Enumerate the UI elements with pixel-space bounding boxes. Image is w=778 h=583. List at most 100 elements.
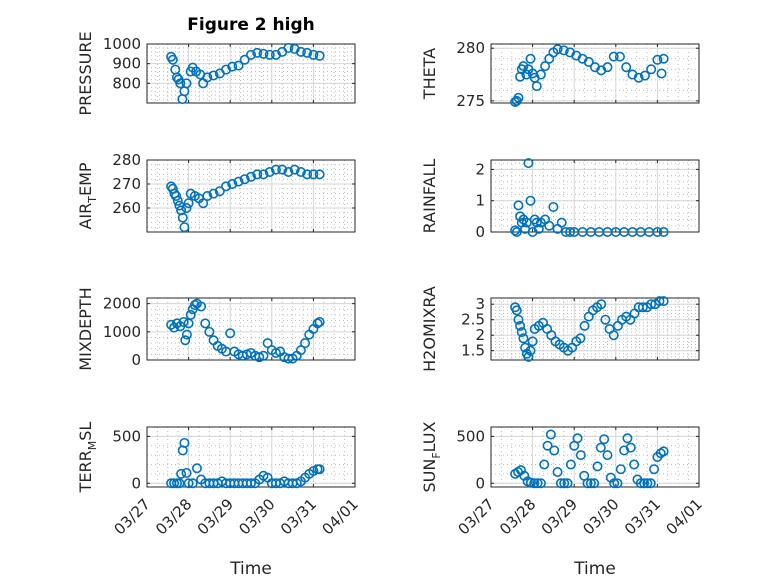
data-point — [176, 468, 187, 479]
data-point — [518, 61, 529, 72]
data-point — [637, 302, 648, 313]
data-point — [565, 227, 576, 238]
data-point — [572, 433, 583, 444]
data-point — [633, 72, 644, 83]
data-point — [314, 464, 325, 475]
data-point — [535, 478, 546, 489]
data-point — [289, 164, 300, 175]
data-point — [531, 81, 542, 92]
data-point — [227, 179, 238, 190]
data-point — [295, 167, 306, 178]
data-point — [252, 47, 263, 58]
x-tick-label: 03/27 — [455, 495, 498, 538]
data-point — [527, 336, 538, 347]
data-point — [200, 318, 211, 329]
x-tick-label: 03/28 — [152, 495, 195, 538]
data-point — [652, 54, 663, 65]
axes-box — [146, 297, 356, 361]
x-tick-label: 03/29 — [538, 495, 581, 538]
data-point — [246, 478, 257, 489]
data-point — [202, 72, 213, 83]
data-point — [556, 217, 567, 228]
data-point — [227, 61, 238, 72]
data-point — [645, 478, 656, 489]
data-point — [183, 478, 194, 489]
data-point — [589, 478, 600, 489]
data-point — [585, 478, 596, 489]
data-point — [649, 464, 660, 475]
data-point — [262, 338, 273, 349]
data-point — [656, 68, 667, 79]
y-tick-label: 270 — [112, 175, 141, 193]
data-point — [612, 478, 623, 489]
data-point — [521, 69, 532, 80]
data-point — [513, 92, 524, 103]
x-tick-label: 03/30 — [579, 495, 622, 538]
data-point — [575, 333, 586, 344]
data-point — [639, 478, 650, 489]
data-point — [559, 478, 570, 489]
data-point — [300, 338, 311, 349]
data-point — [204, 326, 215, 337]
y-tick-label: 275 — [456, 92, 485, 110]
subplot-air-temp: 260 270 280 AIRTEMP — [76, 151, 356, 233]
data-point — [239, 54, 250, 65]
data-point — [181, 203, 192, 214]
data-point — [523, 158, 534, 169]
plot-area — [147, 298, 355, 360]
y-tick-label: 2 — [475, 326, 485, 344]
data-point — [535, 69, 546, 80]
x-tick-label: 03/30 — [235, 495, 278, 538]
data-point — [183, 198, 194, 209]
y-axis-label: PRESSURE — [76, 31, 95, 115]
data-point — [208, 70, 219, 81]
x-axis-label-right: Time — [573, 559, 616, 579]
data-point — [609, 478, 620, 489]
y-tick-label: 280 — [112, 151, 141, 169]
data-point — [225, 328, 236, 339]
data-point — [615, 464, 626, 475]
data-point — [180, 335, 191, 346]
data-point — [515, 320, 526, 331]
data-point — [511, 305, 522, 316]
data-point — [635, 478, 646, 489]
data-point — [599, 434, 610, 445]
y-tick-label: 3 — [475, 295, 485, 313]
data-point — [181, 329, 192, 340]
data-point — [176, 205, 187, 216]
data-point — [562, 478, 573, 489]
data-point — [513, 200, 524, 211]
data-point — [548, 201, 559, 212]
data-point — [549, 445, 560, 456]
plot-area — [147, 427, 355, 487]
data-point — [540, 61, 551, 72]
y-axis-label: TERRMSL — [76, 422, 99, 494]
data-point — [511, 227, 522, 238]
data-point — [529, 478, 540, 489]
figure-title: Figure 2 high — [187, 15, 315, 35]
data-point — [185, 309, 196, 320]
data-point — [246, 171, 257, 182]
data-point — [314, 316, 325, 327]
data-point — [166, 319, 177, 330]
data-point — [167, 54, 178, 65]
data-point — [258, 48, 269, 59]
data-point — [565, 459, 576, 470]
data-point — [214, 186, 225, 197]
data-point — [654, 296, 665, 307]
data-point — [602, 450, 613, 461]
data-point — [191, 463, 202, 474]
y-tick-label: 2000 — [103, 295, 141, 313]
x-tick-label: 03/29 — [194, 495, 237, 538]
y-axis-label: H2OMIXRA — [420, 286, 439, 372]
data-point — [189, 300, 200, 311]
x-tick-label: 04/01 — [319, 495, 362, 538]
y-tick-label: 0 — [131, 474, 141, 492]
y-tick-label: 0 — [131, 351, 141, 369]
data-point — [252, 169, 263, 180]
data-point — [542, 440, 553, 451]
data-point — [625, 442, 636, 453]
data-point — [181, 78, 192, 89]
